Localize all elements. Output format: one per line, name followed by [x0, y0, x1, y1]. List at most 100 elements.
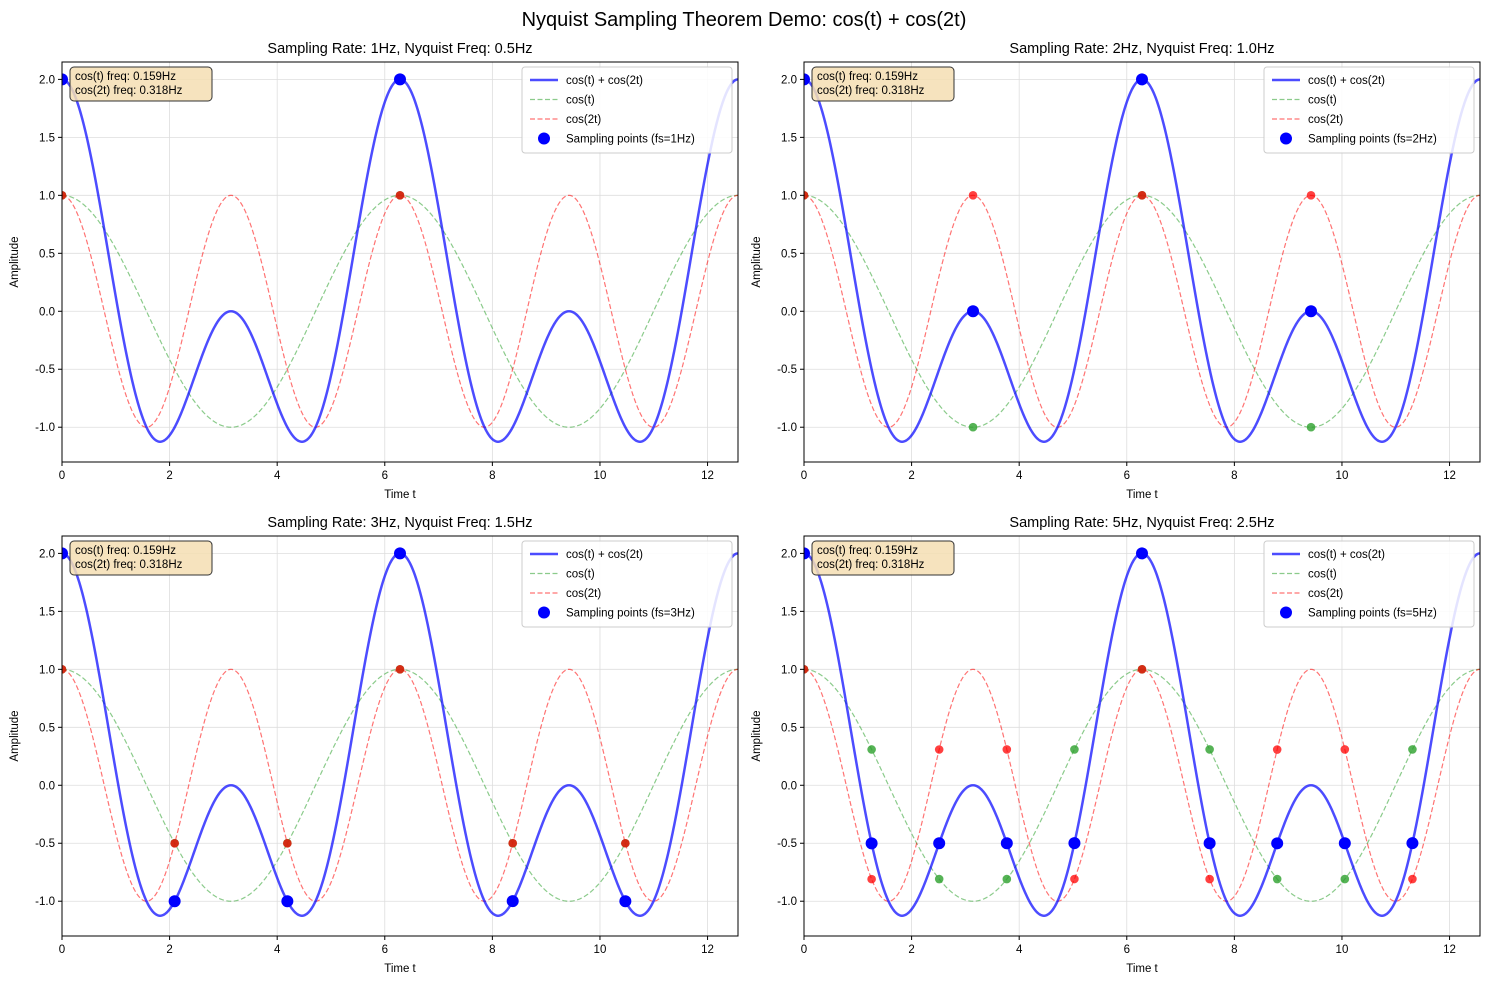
legend-label: Sampling points (fs=3Hz)	[566, 608, 695, 620]
sample-point-cos-2t	[1340, 745, 1350, 754]
sample-point	[62, 547, 68, 560]
x-axis-label: Time t	[384, 489, 416, 501]
legend-swatch	[538, 606, 550, 619]
y-axis-label: Amplitude	[751, 236, 763, 287]
legend-frame	[1263, 66, 1475, 154]
sample-point-cos-2t	[1070, 874, 1079, 884]
y-tick-label: -1.0	[35, 422, 55, 434]
x-tick-label: 6	[1124, 944, 1130, 956]
legend-label: cos(2t)	[566, 114, 601, 126]
sample-point-cos-2t	[508, 838, 518, 848]
sample-point	[1305, 305, 1318, 318]
subplot-title: Sampling Rate: 1Hz, Nyquist Freq: 0.5Hz	[267, 41, 532, 57]
series-line-cos-2t	[62, 194, 738, 428]
legend-label: cos(t) + cos(2t)	[566, 75, 643, 87]
x-tick-label: 2	[166, 944, 172, 956]
legend-entry-cos-2t: cos(2t)	[530, 588, 601, 600]
legend-entry-cos-t: cos(t)	[530, 569, 595, 581]
legend-label: cos(t)	[566, 569, 595, 581]
legend-entry-samples: Sampling points (fs=5Hz)	[1280, 606, 1437, 620]
legend-swatch	[538, 132, 550, 145]
y-axis-label: Amplitude	[9, 236, 21, 287]
info-box: cos(t) freq: 0.159Hz cos(2t) freq: 0.318H…	[69, 540, 213, 576]
sample-point-cos-2t	[1306, 191, 1316, 200]
legend-swatch	[1280, 606, 1292, 619]
sample-point-cos-2t	[1137, 191, 1147, 200]
legend-label: cos(t)	[566, 95, 595, 107]
x-tick-label: 10	[1336, 470, 1349, 482]
x-axis-label: Time t	[1126, 489, 1158, 501]
x-tick-label: 12	[1443, 944, 1456, 956]
y-tick-label: -1.0	[777, 422, 797, 434]
sample-point-cos-t	[1306, 422, 1316, 432]
x-tick-label: 4	[1016, 470, 1023, 482]
sample-point-cos-2t	[1205, 874, 1214, 884]
series-line-cos-2t	[804, 668, 1480, 902]
y-tick-label: 1.0	[781, 190, 797, 202]
legend: cos(t) + cos(2t) cos(t) cos(2t) Sampling po…	[521, 540, 733, 628]
subplot-title: Sampling Rate: 3Hz, Nyquist Freq: 1.5Hz	[267, 515, 532, 531]
sample-point	[1338, 837, 1351, 850]
x-tick-label: 10	[1336, 944, 1349, 956]
sample-point	[1203, 837, 1216, 850]
legend-entry-cos-t: cos(t)	[530, 95, 595, 107]
y-tick-label: 0.0	[39, 306, 55, 318]
sample-point	[1406, 837, 1419, 850]
legend-entry-samples: Sampling points (fs=1Hz)	[538, 132, 695, 146]
sample-point-cos-t	[867, 745, 876, 754]
plot-content	[804, 73, 1480, 443]
sample-point	[1068, 837, 1081, 850]
sample-point	[168, 895, 181, 908]
sample-point	[804, 73, 810, 86]
y-tick-label: -0.5	[777, 838, 797, 850]
y-tick-label: 2.0	[781, 74, 797, 86]
info-box-frame	[69, 66, 213, 102]
sample-point	[394, 547, 406, 560]
sample-point	[619, 895, 632, 908]
sample-point-cos-t	[934, 874, 944, 884]
x-tick-label: 6	[1124, 470, 1130, 482]
x-tick-label: 8	[489, 470, 495, 482]
x-tick-label: 8	[1231, 470, 1237, 482]
sample-point-cos-2t	[1272, 745, 1282, 754]
y-axis-label: Amplitude	[751, 710, 763, 761]
y-tick-label: -1.0	[777, 896, 797, 908]
legend-label: cos(2t)	[1308, 114, 1343, 126]
x-tick-label: 4	[1016, 944, 1023, 956]
legend-entry-sum: cos(t) + cos(2t)	[1272, 75, 1385, 87]
x-axis-label: Time t	[384, 963, 416, 975]
legend: cos(t) + cos(2t) cos(t) cos(2t) Sampling po…	[1263, 540, 1475, 628]
legend-label: cos(t) + cos(2t)	[1308, 75, 1385, 87]
info-line: cos(2t) freq: 0.318Hz	[75, 559, 183, 571]
sample-point	[967, 305, 980, 318]
x-tick-label: 10	[594, 944, 607, 956]
x-tick-label: 10	[594, 470, 607, 482]
legend-entry-samples: Sampling points (fs=3Hz)	[538, 606, 695, 620]
y-tick-label: 0.5	[39, 722, 55, 734]
legend-entry-sum: cos(t) + cos(2t)	[530, 549, 643, 561]
y-tick-label: 2.0	[39, 74, 55, 86]
y-tick-label: -0.5	[35, 364, 55, 376]
sample-point-cos-2t	[934, 745, 944, 754]
sample-point-cos-t	[1070, 745, 1079, 754]
y-tick-label: 2.0	[39, 548, 55, 560]
x-tick-label: 2	[166, 470, 172, 482]
y-axis-label: Amplitude	[9, 710, 21, 761]
legend-label: cos(t) + cos(2t)	[1308, 549, 1385, 561]
y-tick-label: 0.0	[39, 780, 55, 792]
sample-point	[865, 837, 878, 850]
sample-point-cos-t	[968, 422, 978, 432]
sample-point-cos-2t	[1137, 665, 1147, 674]
sample-point-cos-2t	[1408, 874, 1417, 884]
x-tick-label: 0	[59, 470, 65, 482]
subplot-title: Sampling Rate: 2Hz, Nyquist Freq: 1.0Hz	[1009, 41, 1274, 57]
x-tick-label: 4	[274, 944, 281, 956]
sample-point-cos-2t	[621, 838, 630, 848]
x-tick-label: 12	[701, 944, 714, 956]
x-tick-label: 4	[274, 470, 281, 482]
info-box-frame	[69, 540, 213, 576]
y-tick-label: -1.0	[35, 896, 55, 908]
sample-point-cos-2t	[283, 838, 292, 848]
legend-label: Sampling points (fs=1Hz)	[566, 134, 695, 146]
